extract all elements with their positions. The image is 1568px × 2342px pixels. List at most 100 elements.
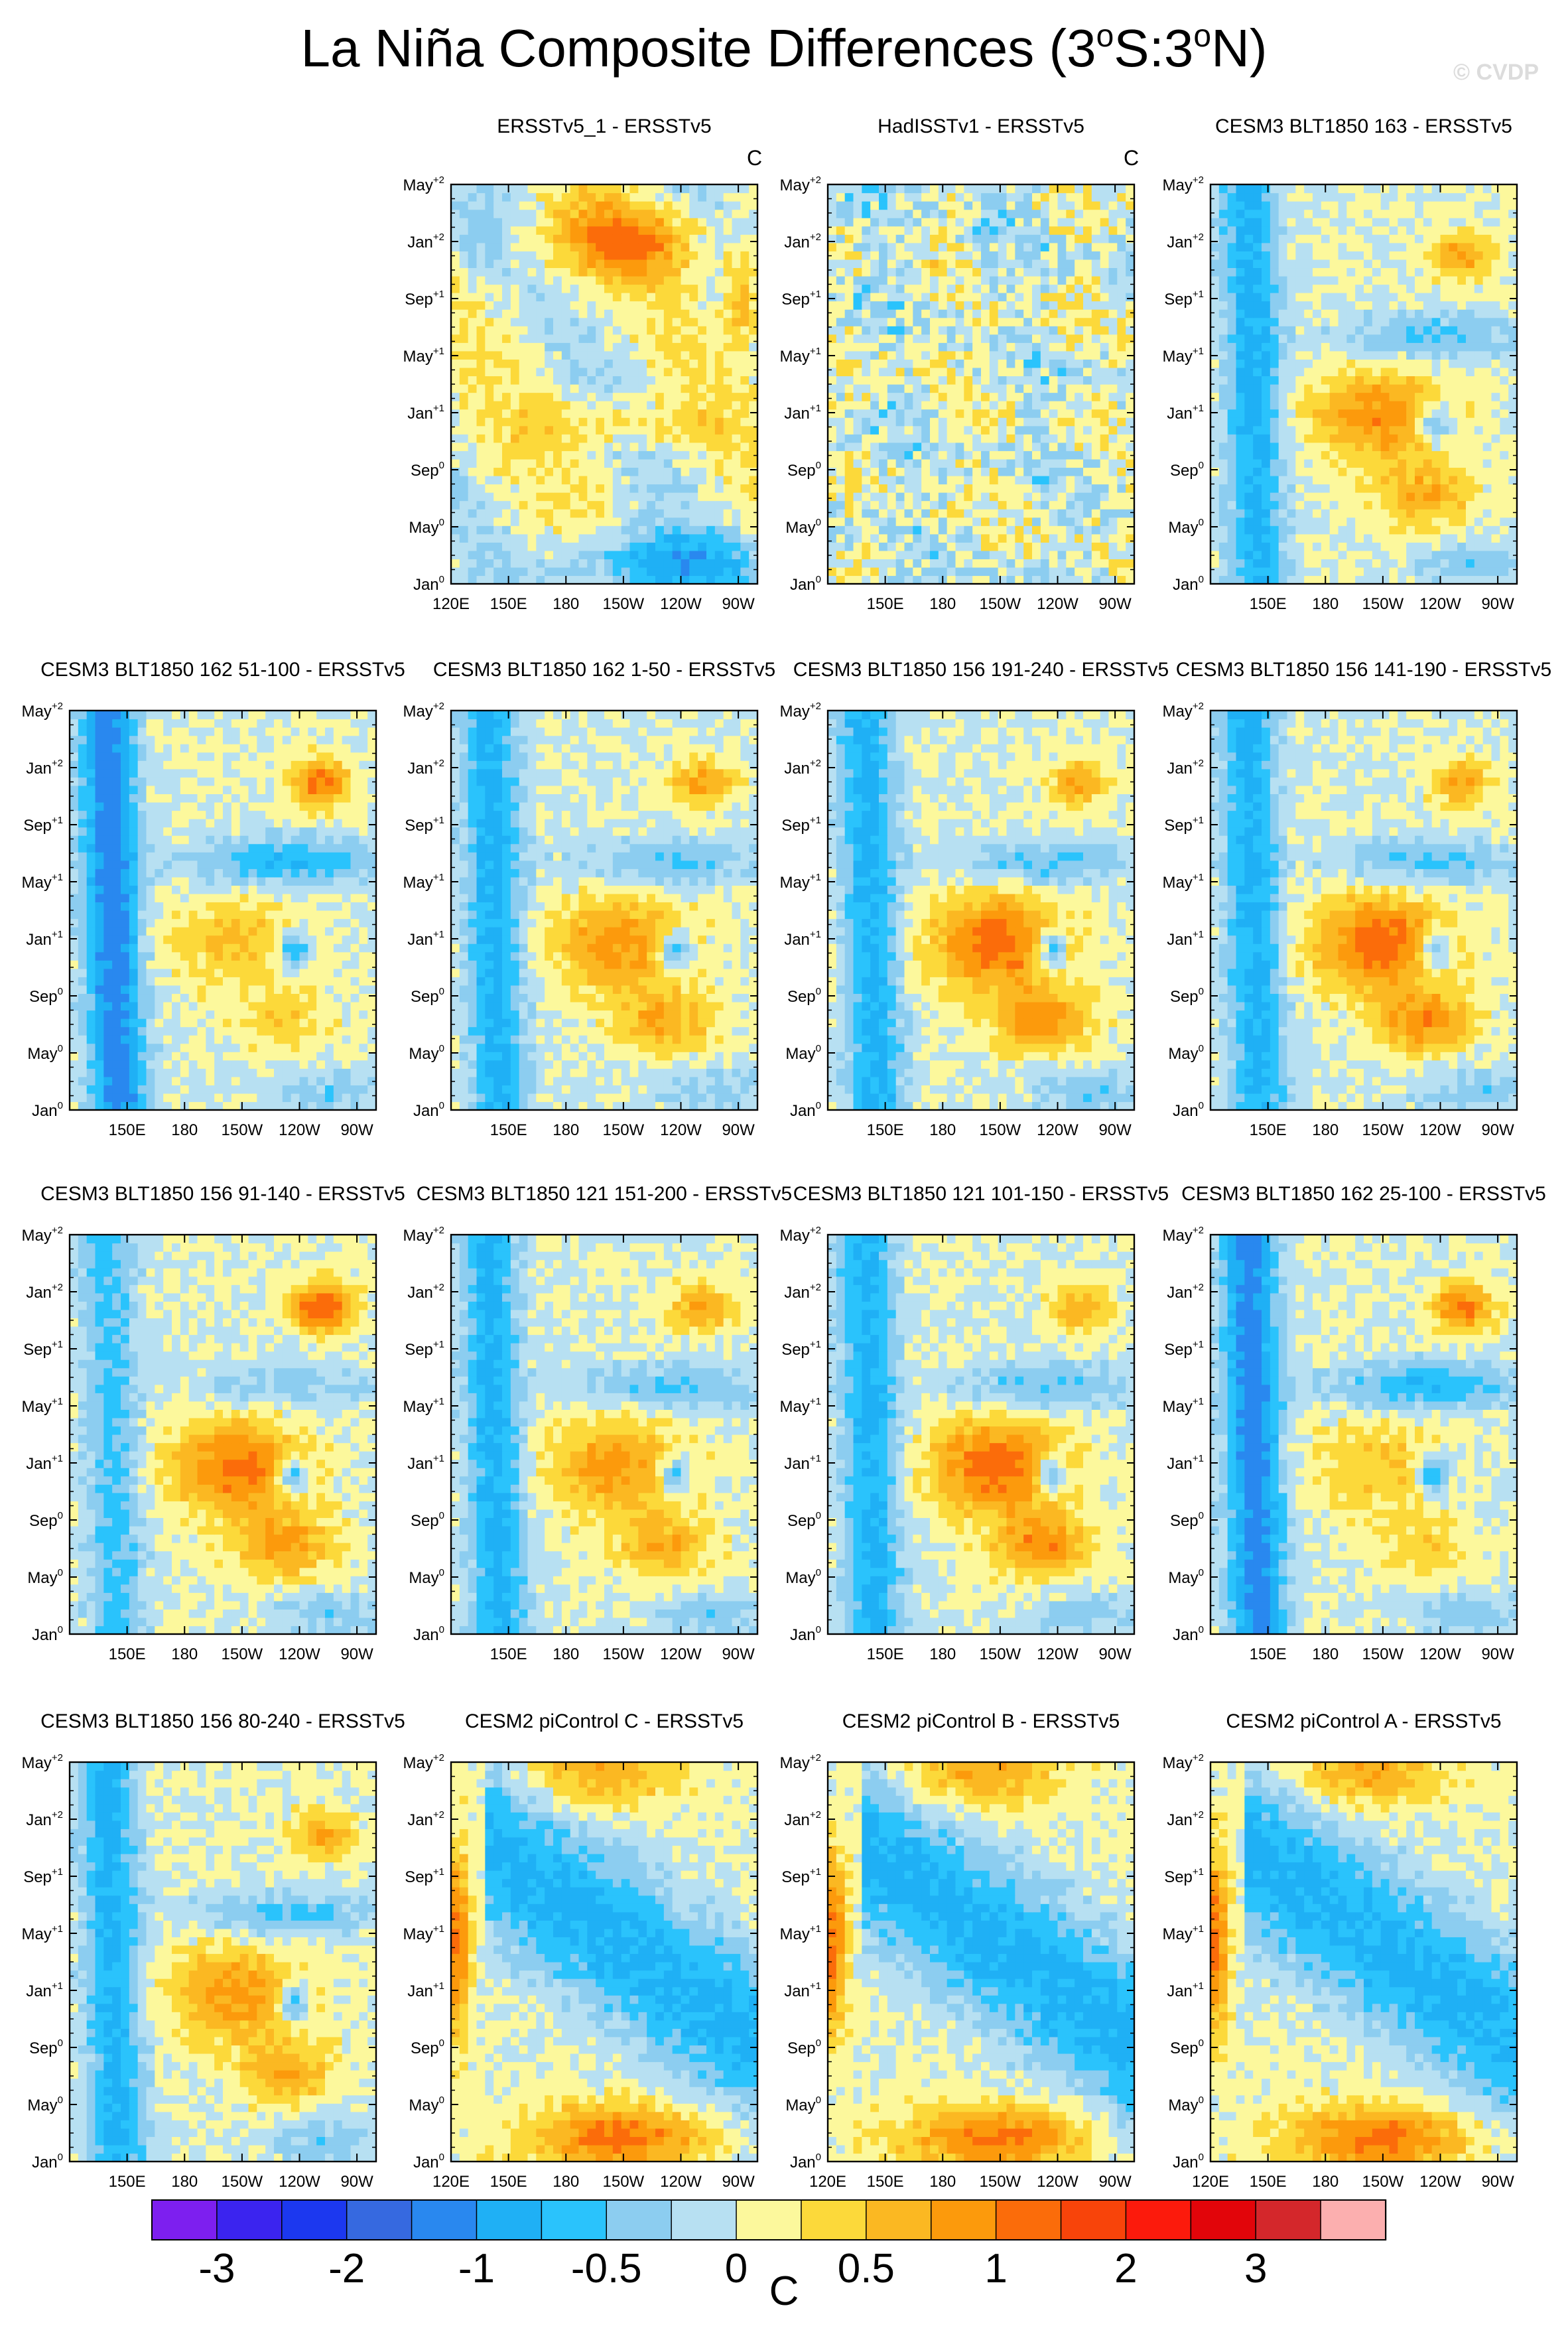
field-cell bbox=[460, 575, 468, 584]
field-cell bbox=[604, 351, 613, 360]
field-cell bbox=[468, 309, 477, 318]
field-cell bbox=[477, 443, 486, 451]
field-cell bbox=[681, 525, 690, 534]
field-cell bbox=[451, 376, 460, 384]
field-cell bbox=[664, 467, 673, 476]
field-cell bbox=[621, 559, 630, 567]
field-cell bbox=[732, 318, 741, 326]
field-cell bbox=[715, 267, 724, 276]
field-cell bbox=[613, 276, 621, 285]
field-cell bbox=[655, 301, 664, 310]
field-cell bbox=[545, 384, 553, 393]
field-cell bbox=[451, 309, 460, 318]
field-cell bbox=[673, 575, 681, 584]
field-cell bbox=[630, 509, 639, 517]
field-cell bbox=[596, 476, 604, 484]
field-cell bbox=[502, 301, 511, 310]
field-cell bbox=[681, 450, 690, 459]
field-cell bbox=[698, 351, 706, 360]
field-cell bbox=[698, 285, 706, 293]
field-cell bbox=[460, 376, 468, 384]
field-cell bbox=[638, 318, 647, 326]
field-cell bbox=[587, 409, 596, 418]
field-cell bbox=[724, 501, 732, 510]
field-cell bbox=[706, 301, 715, 310]
field-cell bbox=[460, 484, 468, 493]
field-cell bbox=[536, 259, 545, 268]
field-cell bbox=[596, 426, 604, 435]
field-cell bbox=[724, 267, 732, 276]
field-cell bbox=[613, 517, 621, 526]
field-cell bbox=[511, 426, 519, 435]
field-cell bbox=[519, 551, 528, 559]
field-cell bbox=[596, 351, 604, 360]
field-cell bbox=[502, 476, 511, 484]
field-cell bbox=[706, 426, 715, 435]
field-cell bbox=[724, 351, 732, 360]
field-cell bbox=[493, 509, 502, 517]
field-cell bbox=[724, 342, 732, 351]
field-cell bbox=[655, 409, 664, 418]
field-cell bbox=[681, 443, 690, 451]
field-cell bbox=[698, 384, 706, 393]
field-cell bbox=[706, 443, 715, 451]
field-cell bbox=[732, 401, 741, 409]
field-cell bbox=[715, 443, 724, 451]
field-cell bbox=[511, 326, 519, 334]
field-cell bbox=[536, 376, 545, 384]
field-cell bbox=[621, 326, 630, 334]
field-cell bbox=[502, 501, 511, 510]
field-cell bbox=[562, 467, 570, 476]
field-cell bbox=[587, 376, 596, 384]
field-cell bbox=[706, 575, 715, 584]
field-cell bbox=[647, 450, 655, 459]
field-cell bbox=[638, 417, 647, 426]
field-cell bbox=[451, 467, 460, 476]
field-cell bbox=[715, 409, 724, 418]
field-cell bbox=[579, 368, 588, 376]
field-cell bbox=[724, 417, 732, 426]
field-cell bbox=[545, 351, 553, 360]
field-cell bbox=[655, 267, 664, 276]
field-cell bbox=[681, 534, 690, 543]
field-cell bbox=[553, 285, 562, 293]
field-cell bbox=[485, 318, 493, 326]
field-cell bbox=[673, 517, 681, 526]
field-cell bbox=[596, 467, 604, 476]
field-cell bbox=[638, 459, 647, 468]
field-cell bbox=[528, 443, 537, 451]
field-cell bbox=[732, 376, 741, 384]
field-cell bbox=[732, 409, 741, 418]
field-cell bbox=[630, 542, 639, 551]
field-cell bbox=[528, 559, 537, 567]
field-cell bbox=[655, 351, 664, 360]
field-cell bbox=[579, 293, 588, 301]
field-cell bbox=[706, 567, 715, 576]
field-cell bbox=[579, 326, 588, 334]
field-cell bbox=[715, 293, 724, 301]
field-cell bbox=[502, 443, 511, 451]
field-cell bbox=[545, 359, 553, 368]
field-cell bbox=[570, 409, 579, 418]
field-cell bbox=[621, 285, 630, 293]
field-cell bbox=[511, 525, 519, 534]
field-cell bbox=[553, 417, 562, 426]
field-cell bbox=[749, 492, 757, 501]
field-cell bbox=[536, 293, 545, 301]
field-cell bbox=[604, 276, 613, 285]
field-cell bbox=[528, 384, 537, 393]
field-cell bbox=[468, 301, 477, 310]
field-cell bbox=[570, 551, 579, 559]
field-cell bbox=[468, 559, 477, 567]
field-cell bbox=[604, 509, 613, 517]
field-cell bbox=[655, 293, 664, 301]
field-cell bbox=[553, 567, 562, 576]
field-cell bbox=[638, 517, 647, 526]
field-cell bbox=[596, 534, 604, 543]
field-cell bbox=[621, 309, 630, 318]
field-cell bbox=[562, 459, 570, 468]
field-cell bbox=[562, 301, 570, 310]
field-cell bbox=[528, 501, 537, 510]
field-cell bbox=[664, 426, 673, 435]
field-cell bbox=[451, 517, 460, 526]
